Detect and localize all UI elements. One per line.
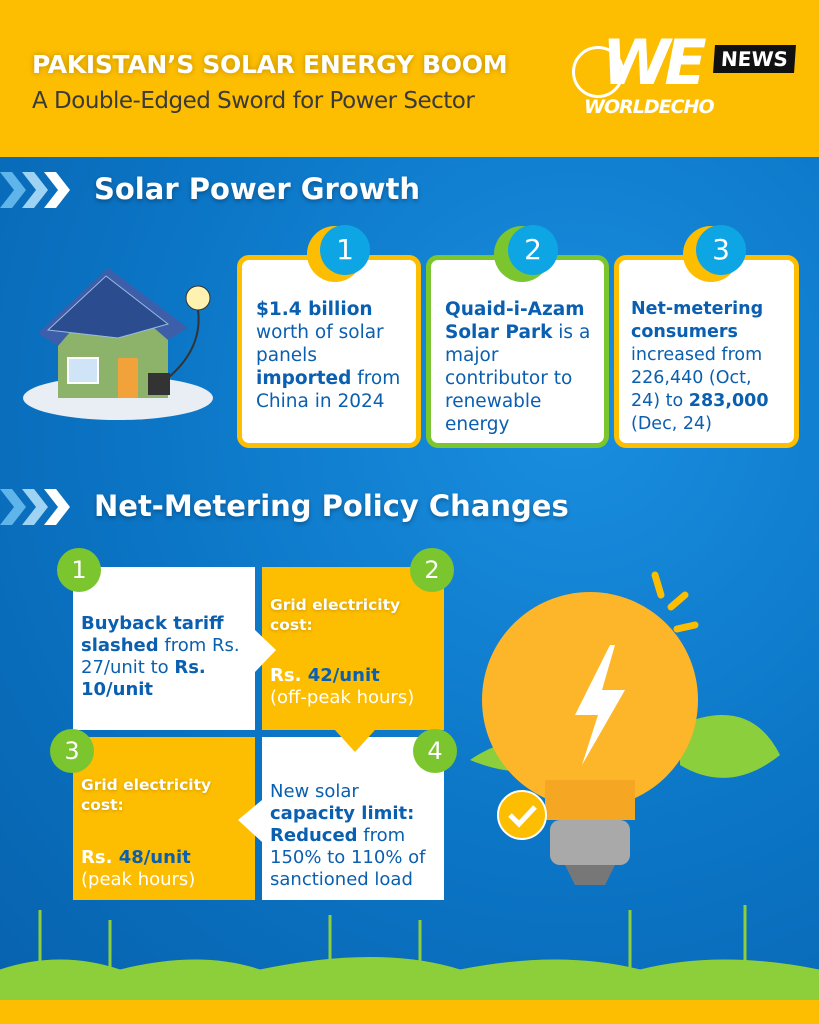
card-text: worth of solar panels <box>256 322 384 366</box>
card-text: increased from 226,440 (Oct, 24) to <box>631 345 763 411</box>
box-label: Grid electricity cost: <box>270 596 401 634</box>
price-prefix: Rs. <box>270 665 308 686</box>
chevrons-icon <box>0 172 70 208</box>
price-note: (off-peak hours) <box>270 687 415 708</box>
number-badge: 2 <box>410 548 454 592</box>
worldecho-news-logo: WE NEWS WORLDECHO <box>572 26 807 125</box>
number-badge: 3 <box>696 225 746 275</box>
policy-box-buyback: Buyback tariff slashed from Rs. 27/unit … <box>73 567 255 730</box>
card-text: from China in 2024 <box>256 368 401 412</box>
card-bold-text: Quaid-i-Azam Solar Park <box>445 299 585 343</box>
box-text: from Rs. 27/unit to <box>81 635 240 678</box>
page-subtitle: A Double-Edged Sword for Power Sector <box>32 88 475 114</box>
wind-turbines-landscape <box>0 905 819 990</box>
number-badge: 2 <box>508 225 558 275</box>
price-prefix: Rs. <box>81 847 119 868</box>
stat-card-solar-imports: $1.4 billion worth of solar panels impor… <box>237 255 421 448</box>
box-bold-text: Rs. 10/unit <box>81 657 206 700</box>
number-badge: 3 <box>50 729 94 773</box>
footer-yellow-band <box>0 1000 819 1024</box>
page-title: PAKISTAN’S SOLAR ENERGY BOOM <box>32 50 508 79</box>
number-badge: 4 <box>413 729 457 773</box>
box-text: from 150% to 110% of sanctioned load <box>270 825 426 890</box>
policy-box-offpeak: Grid electricity cost: Rs. 42/unit (off-… <box>262 567 444 730</box>
header: PAKISTAN’S SOLAR ENERGY BOOM A Double-Ed… <box>0 0 819 157</box>
card-bold-text: Net-metering consumers <box>631 299 764 342</box>
number-badge: 1 <box>57 548 101 592</box>
lightbulb-illustration <box>470 571 780 885</box>
stat-card-net-metering: Net-metering consumers increased from 22… <box>614 255 799 448</box>
policy-box-capacity: New solar capacity limit: Reduced from 1… <box>262 737 444 900</box>
card-bold-text: imported <box>256 368 352 389</box>
card-bold-text: $1.4 billion <box>256 299 373 320</box>
box-bold-text: Buyback tariff slashed <box>81 613 224 656</box>
logo-brand: WORLDECHO <box>584 96 715 118</box>
policy-box-peak: Grid electricity cost: Rs. 48/unit (peak… <box>73 737 255 900</box>
card-text: (Dec, 24) <box>631 414 712 434</box>
globe-icon <box>572 46 624 98</box>
stat-card-solar-park: Quaid-i-Azam Solar Park is a major contr… <box>426 255 609 448</box>
price-value: 48/unit <box>118 847 191 868</box>
section-title-solar-growth: Solar Power Growth <box>94 172 421 206</box>
solar-house-illustration <box>23 268 213 420</box>
footer-green-band <box>0 985 819 1000</box>
logo-news: NEWS <box>713 45 796 73</box>
box-label: Grid electricity cost: <box>81 776 212 814</box>
box-bold-text: capacity limit: Reduced <box>270 803 415 846</box>
logo-we: WE <box>602 26 707 99</box>
card-bold-text: 283,000 <box>688 391 769 411</box>
card-text: is a major contributor to renewable ener… <box>445 322 591 435</box>
section-title-policy-changes: Net-Metering Policy Changes <box>94 489 569 523</box>
number-badge: 1 <box>320 225 370 275</box>
box-text: New solar <box>270 781 359 802</box>
price-value: 42/unit <box>307 665 380 686</box>
chevrons-icon <box>0 489 70 525</box>
price-note: (peak hours) <box>81 869 196 890</box>
